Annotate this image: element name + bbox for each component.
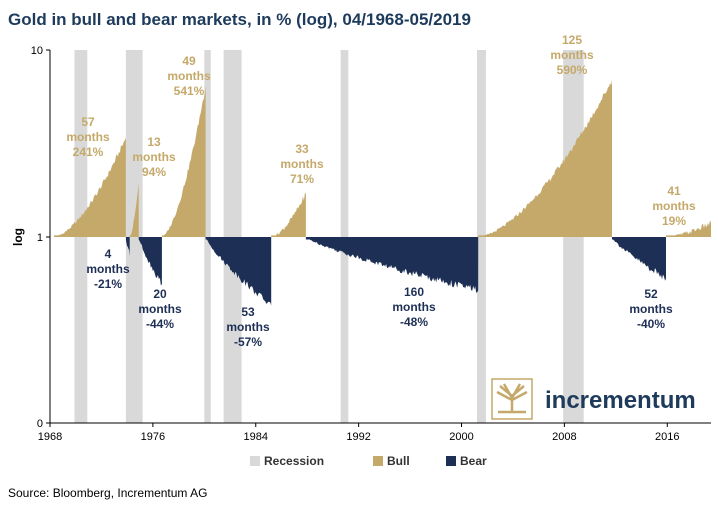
bear-market-label: 52 months -40% bbox=[629, 287, 673, 331]
x-tick-label: 2008 bbox=[552, 431, 576, 443]
bull-market-area bbox=[666, 220, 711, 237]
bull-market-label: 57 months 241% bbox=[66, 115, 110, 159]
bear-market-label: 160 months -48% bbox=[392, 285, 436, 329]
bull-market-area bbox=[161, 86, 206, 237]
chart-title: Gold in bull and bear markets, in % (log… bbox=[8, 10, 471, 29]
bear-market-area bbox=[205, 237, 272, 306]
market-areas bbox=[53, 80, 711, 306]
legend-label: Bear bbox=[460, 454, 487, 468]
x-tick-label: 1976 bbox=[141, 431, 165, 443]
legend-swatch bbox=[250, 456, 260, 466]
legend: Recession Bull Bear bbox=[250, 454, 487, 468]
bear-market-label: 53 months -57% bbox=[226, 305, 270, 349]
bear-market-label: 20 months -44% bbox=[138, 287, 182, 331]
legend-label: Bull bbox=[387, 454, 410, 468]
bull-market-area bbox=[478, 80, 612, 237]
market-labels: 57 months 241% 13 months 94% 49 months 541% 33 mon… bbox=[66, 33, 696, 349]
bear-market-area bbox=[612, 237, 666, 281]
incrementum-logo: incrementum bbox=[491, 378, 696, 420]
bull-market-label: 33 months 71% bbox=[280, 142, 324, 186]
bull-market-area bbox=[129, 183, 139, 237]
source-note: Source: Bloomberg, Incrementum AG bbox=[8, 486, 207, 500]
bull-market-label: 13 months 94% bbox=[132, 135, 176, 179]
bull-market-label: 49 months 541% bbox=[167, 54, 211, 98]
x-tick-label: 2000 bbox=[449, 431, 473, 443]
bull-market-area bbox=[271, 193, 306, 237]
bull-market-area bbox=[53, 137, 126, 237]
recession-band bbox=[204, 50, 211, 423]
bear-market-area bbox=[305, 237, 479, 293]
bear-market-area bbox=[138, 237, 162, 286]
y-tick-label: 1 bbox=[37, 232, 43, 244]
bear-market-area bbox=[125, 237, 130, 257]
logo-text: incrementum bbox=[545, 387, 696, 414]
legend-swatch bbox=[373, 456, 383, 466]
recession-band bbox=[223, 50, 242, 423]
legend-label: Recession bbox=[264, 454, 324, 468]
y-tick-label: 10 bbox=[31, 45, 43, 57]
x-tick-label: 1968 bbox=[38, 431, 62, 443]
x-tick-label: 2016 bbox=[655, 431, 679, 443]
y-axis-label: log bbox=[11, 228, 25, 246]
x-tick-label: 1984 bbox=[244, 431, 268, 443]
bear-market-label: 4 months -21% bbox=[86, 247, 130, 291]
recession-band bbox=[340, 50, 349, 423]
bull-market-label: 41 months 19% bbox=[652, 184, 696, 228]
x-tick-label: 1992 bbox=[346, 431, 370, 443]
y-tick-label: 0 bbox=[37, 418, 43, 430]
bull-market-label: 125 months 590% bbox=[550, 33, 594, 77]
legend-swatch bbox=[446, 456, 456, 466]
